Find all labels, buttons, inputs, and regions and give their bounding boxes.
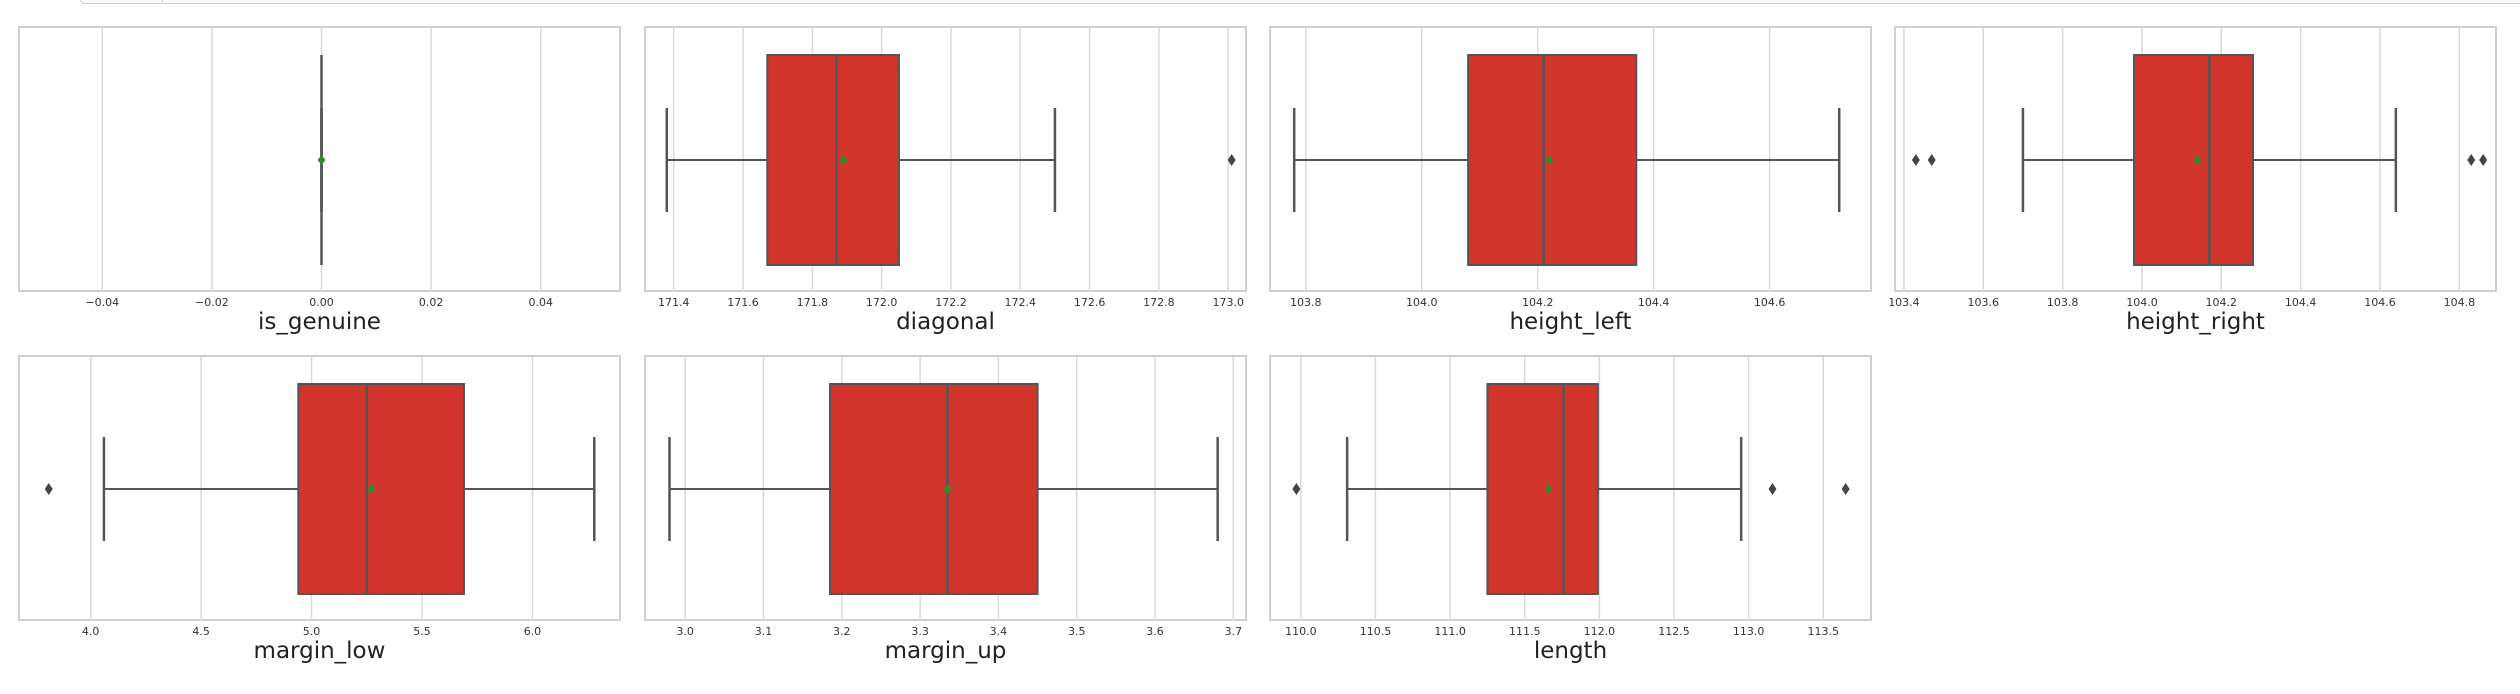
boxplot-margin-low: 4.0 4.5 5.0 5.5 6.0 [44,357,596,638]
tick-label: 173.0 [1212,296,1244,309]
tick-label: 3.2 [833,625,851,638]
tick-label: 104.2 [2206,296,2238,309]
tick-label: 3.3 [911,625,929,638]
top-toolbar-strip [80,0,2520,4]
tick-label: 171.8 [797,296,829,309]
tick-label: −0.02 [195,296,229,309]
tick-label: 104.8 [2444,296,2476,309]
tick-label: 5.0 [303,625,321,638]
tick-label: 111.0 [1434,625,1466,638]
tick-label: 112.0 [1584,625,1616,638]
outlier-point [1768,483,1777,495]
tick-label: 0.04 [529,296,554,309]
outlier-point [1911,154,1920,166]
boxplot-is-genuine: −0.04 −0.02 0.00 0.02 0.04 [85,28,553,309]
tick-label: 111.5 [1509,625,1541,638]
iqr-box [1486,383,1599,595]
tick-label: 110.5 [1360,625,1392,638]
tick-label: 6.0 [524,625,542,638]
xlabel-length: length [1533,638,1608,664]
tick-label: 104.6 [1754,296,1786,309]
tick-label: 3.0 [676,625,694,638]
tick-label: −0.04 [85,296,119,309]
xlabel-height-left: height_left [1509,309,1632,335]
tick-label: 104.6 [2364,296,2396,309]
tick-label: 4.0 [82,625,100,638]
tick-label: 113.5 [1808,625,1840,638]
mean-marker [317,155,326,165]
tick-label: 104.4 [1638,296,1670,309]
mean-marker [1544,484,1553,494]
boxplot-panel-height-left: 103.8 104.0 104.2 104.4 104.6 [1269,26,1872,309]
boxplot-panel-height-right: 103.4 103.6 103.8 104.0 104.2 104.4 104.6 104.8 [1888,26,2497,309]
boxplot-height-right: 103.4 103.6 103.8 104.0 104.2 104.4 104.6 104.8 [1888,28,2488,309]
tick-label: 103.4 [1888,296,1920,309]
outlier-point [2479,154,2488,166]
boxplot-length: 110.0 110.5 111.0 111.5 112.0 112.5 113.0 113.5 [1285,357,1850,638]
iqr-box [766,54,900,266]
tick-label: 3.7 [1225,625,1243,638]
tick-label: 113.0 [1733,625,1765,638]
outlier-point [1227,154,1236,166]
xlabel-diagonal: diagonal [896,309,995,335]
tick-label: 172.2 [935,296,967,309]
tick-label: 0.00 [309,296,334,309]
tick-label: 172.4 [1005,296,1037,309]
boxplot-panel-is-genuine: −0.04 −0.02 0.00 0.02 0.04 [18,26,621,309]
tick-label: 0.02 [419,296,444,309]
tick-label: 103.8 [1290,296,1322,309]
tick-label: 104.0 [2126,296,2158,309]
xlabel-height-right: height_right [2126,309,2265,335]
boxplot-panel-margin-low: 4.0 4.5 5.0 5.5 6.0 [18,355,621,638]
tick-label: 110.0 [1285,625,1317,638]
tick-label: 3.1 [755,625,773,638]
tick-label: 5.5 [413,625,431,638]
outlier-point [44,483,53,495]
tick-label: 171.4 [658,296,690,309]
tick-label: 4.5 [192,625,210,638]
boxplot-margin-up: 3.0 3.1 3.2 3.3 3.4 3.5 3.6 3.7 [668,357,1242,638]
mean-marker [367,484,376,494]
xlabel-margin-up: margin_up [884,638,1007,664]
tick-label: 3.5 [1068,625,1086,638]
tick-label: 171.6 [727,296,759,309]
tick-label: 172.0 [866,296,898,309]
xlabel-is-genuine: is_genuine [258,309,381,335]
tick-label: 172.6 [1074,296,1106,309]
toolbar-divider [162,0,163,2]
tick-label: 3.4 [990,625,1008,638]
iqr-box [297,383,465,595]
tick-label: 104.2 [1522,296,1554,309]
boxplot-panel-length: 110.0 110.5 111.0 111.5 112.0 112.5 113.0 113.5 [1269,355,1872,638]
boxplot-height-left: 103.8 104.0 104.2 104.4 104.6 [1290,28,1841,309]
tick-label: 103.6 [1968,296,2000,309]
mean-marker [839,155,848,165]
tick-label: 104.0 [1406,296,1438,309]
iqr-box [829,383,1039,595]
mean-marker [1545,155,1554,165]
tick-label: 3.6 [1146,625,1164,638]
outlier-point [1292,483,1301,495]
mean-marker [2193,155,2202,165]
xlabel-margin-low: margin_low [253,638,386,664]
outlier-point [2467,154,2476,166]
outlier-point [1841,483,1850,495]
tick-label: 172.8 [1143,296,1175,309]
mean-marker [943,484,952,494]
boxplot-diagonal: 171.4 171.6 171.8 172.0 172.2 172.4 172.6 172.8… [658,28,1244,309]
tick-label: 103.8 [2047,296,2079,309]
tick-label: 112.5 [1658,625,1690,638]
boxplot-panel-diagonal: 171.4 171.6 171.8 172.0 172.2 172.4 172.6 172.8… [644,26,1247,309]
tick-label: 104.4 [2285,296,2317,309]
boxplot-panel-margin-up: 3.0 3.1 3.2 3.3 3.4 3.5 3.6 3.7 [644,355,1247,638]
outlier-point [1927,154,1936,166]
